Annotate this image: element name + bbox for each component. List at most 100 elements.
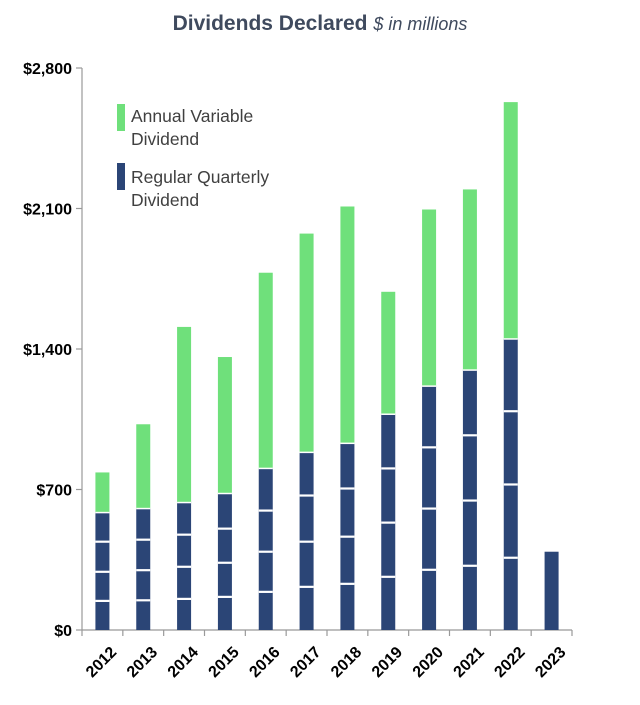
- bar-quarterly-segment: [258, 468, 273, 511]
- bar-group-2022: [503, 102, 518, 630]
- bar-quarterly-segment: [340, 583, 355, 630]
- bar-quarterly-segment: [422, 386, 437, 448]
- chart-title: Dividends Declared $ in millions: [0, 12, 640, 36]
- bar-quarterly-segment: [95, 571, 110, 601]
- bar-quarterly-segment: [544, 551, 559, 630]
- x-tick-label: 2018: [328, 644, 365, 681]
- x-tick-label: 2020: [410, 644, 447, 681]
- y-tick-label: $2,100: [23, 202, 72, 219]
- bar-quarterly-segment: [340, 443, 355, 489]
- y-axis-ticks: $0 $700 $1,400 $2,100 $2,800: [23, 61, 82, 640]
- x-tick-label: 2021: [451, 644, 488, 681]
- legend-swatch-quarterly: [117, 163, 125, 190]
- legend-swatch-variable: [117, 104, 125, 131]
- x-tick-label: 2023: [532, 644, 569, 681]
- bar-group-2023: [544, 551, 559, 630]
- bar-variable: [340, 206, 355, 444]
- bar-quarterly-segment: [462, 370, 477, 436]
- bar-quarterly-segment: [217, 562, 232, 597]
- bar-quarterly-segment: [95, 600, 110, 630]
- x-tick-label: 2013: [124, 644, 161, 681]
- bar-quarterly-segment: [177, 598, 192, 630]
- bar-variable: [258, 272, 273, 469]
- bar-quarterly-segment: [177, 501, 192, 535]
- bar-quarterly-segment: [340, 488, 355, 537]
- bar-quarterly-segment: [299, 452, 314, 496]
- x-tick-label: 2022: [491, 644, 528, 681]
- chart-title-main: Dividends Declared: [172, 12, 368, 35]
- bar-quarterly-segment: [136, 539, 151, 571]
- bar-quarterly-segment: [503, 411, 518, 485]
- bar-group-2015: [217, 357, 232, 630]
- bar-quarterly-segment: [381, 414, 396, 469]
- bar-quarterly-segment: [95, 541, 110, 572]
- bar-quarterly-segment: [299, 541, 314, 587]
- bar-variable: [299, 233, 314, 453]
- bar-quarterly-segment: [381, 522, 396, 577]
- bar-group-2012: [95, 472, 110, 630]
- bar-quarterly-segment: [503, 557, 518, 630]
- bar-variable: [462, 189, 477, 371]
- bar-quarterly-segment: [217, 528, 232, 563]
- legend-label-variable: Dividend: [131, 129, 199, 149]
- bar-group-2014: [177, 326, 192, 630]
- bar-variable: [217, 357, 232, 494]
- bar-variable: [95, 472, 110, 513]
- bar-quarterly-segment: [136, 600, 151, 630]
- legend-label-quarterly: Regular Quarterly: [131, 167, 269, 187]
- bar-quarterly-segment: [381, 468, 396, 523]
- bar-group-2021: [462, 189, 477, 630]
- bar-variable: [422, 209, 437, 387]
- y-tick-label: $1,400: [23, 342, 72, 359]
- y-tick-label: $2,800: [23, 61, 72, 78]
- bar-quarterly-segment: [258, 551, 273, 592]
- bar-variable: [177, 326, 192, 503]
- bar-quarterly-segment: [462, 500, 477, 566]
- x-tick-label: 2012: [83, 644, 120, 681]
- bar-group-2013: [136, 424, 151, 630]
- x-tick-label: 2019: [369, 644, 406, 681]
- bars: [95, 102, 559, 630]
- bar-quarterly-segment: [258, 591, 273, 630]
- x-axis-ticks: 2012 2013 2014 2015 2016 2017 2018 2019 2020 2021…: [81, 630, 573, 681]
- bar-quarterly-segment: [95, 511, 110, 542]
- bar-quarterly-segment: [422, 569, 437, 630]
- bar-quarterly-segment: [299, 495, 314, 542]
- bar-quarterly-segment: [217, 493, 232, 529]
- x-tick-label: 2014: [165, 644, 202, 681]
- axes: [81, 68, 572, 631]
- bar-group-2018: [340, 206, 355, 630]
- bar-group-2019: [381, 291, 396, 630]
- bar-quarterly-segment: [381, 576, 396, 630]
- y-tick-label: $0: [54, 623, 72, 640]
- chart-subtitle: $ in millions: [373, 14, 468, 34]
- bar-group-2017: [299, 233, 314, 630]
- bar-group-2016: [258, 272, 273, 630]
- bar-quarterly-segment: [422, 508, 437, 570]
- legend: Annual Variable Dividend Regular Quarterly…: [117, 104, 269, 210]
- bar-quarterly-segment: [177, 534, 192, 567]
- legend-label-quarterly: Dividend: [131, 190, 199, 210]
- bar-quarterly-segment: [503, 484, 518, 558]
- bar-quarterly-segment: [299, 586, 314, 630]
- x-tick-label: 2015: [206, 644, 243, 681]
- y-tick-label: $700: [36, 483, 72, 500]
- bar-quarterly-segment: [136, 508, 151, 540]
- bar-quarterly-segment: [177, 566, 192, 599]
- bar-quarterly-segment: [462, 565, 477, 630]
- bar-variable: [503, 102, 518, 339]
- legend-label-variable: Annual Variable: [131, 106, 253, 126]
- bar-quarterly-segment: [136, 570, 151, 601]
- x-tick-label: 2016: [246, 644, 283, 681]
- bar-quarterly-segment: [217, 596, 232, 630]
- x-tick-label: 2017: [287, 644, 324, 681]
- bar-quarterly-segment: [503, 338, 518, 412]
- bar-quarterly-segment: [258, 510, 273, 552]
- bar-quarterly-segment: [422, 447, 437, 509]
- bar-variable: [381, 291, 396, 415]
- bar-group-2020: [422, 209, 437, 630]
- bar-quarterly-segment: [462, 435, 477, 501]
- bar-quarterly-segment: [340, 536, 355, 584]
- bar-variable: [136, 424, 151, 509]
